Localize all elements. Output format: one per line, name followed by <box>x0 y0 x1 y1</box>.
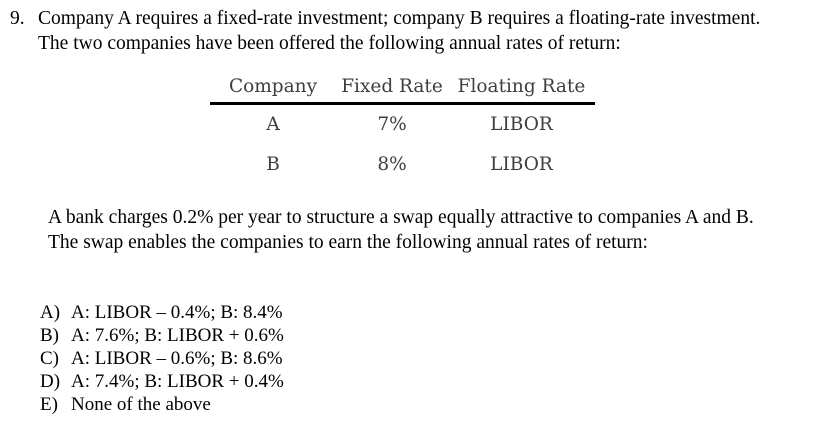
table-row-company-a: A 7% LIBOR <box>210 105 595 145</box>
answer-option-a: A) A: LIBOR – 0.4%; B: 8.4% <box>40 301 284 324</box>
rates-table-header-row: Company Fixed Rate Floating Rate <box>210 76 595 105</box>
swap-paragraph-line-1: A bank charges 0.2% per year to structur… <box>48 207 754 228</box>
option-letter-b: B) <box>40 325 59 346</box>
option-text-e: None of the above <box>71 394 211 415</box>
table-cell-company-b: B <box>266 154 280 175</box>
swap-paragraph: A bank charges 0.2% per year to structur… <box>48 205 754 255</box>
question-intro-line-1: Company A requires a fixed-rate investme… <box>38 8 761 29</box>
table-cell-company-a: A <box>266 114 280 135</box>
answer-option-d: D) A: 7.4%; B: LIBOR + 0.4% <box>40 370 284 393</box>
option-letter-a: A) <box>40 302 61 323</box>
table-cell-floating-a: LIBOR <box>490 114 553 135</box>
table-header-floating-rate: Floating Rate <box>457 76 586 97</box>
answer-options: A) A: LIBOR – 0.4%; B: 8.4% B) A: 7.6%; … <box>40 301 284 416</box>
answer-option-c: C) A: LIBOR – 0.6%; B: 8.6% <box>40 347 284 370</box>
question-intro-line-2: The two companies have been offered the … <box>38 33 621 54</box>
question-intro: Company A requires a fixed-rate investme… <box>38 6 760 56</box>
option-text-d: A: 7.4%; B: LIBOR + 0.4% <box>71 371 284 392</box>
option-letter-d: D) <box>40 371 61 392</box>
option-letter-c: C) <box>40 348 59 369</box>
table-header-company: Company <box>228 76 318 97</box>
rates-table: Company Fixed Rate Floating Rate A 7% LI… <box>210 76 595 185</box>
option-text-b: A: 7.6%; B: LIBOR + 0.6% <box>71 325 284 346</box>
swap-paragraph-line-2: The swap enables the companies to earn t… <box>48 232 648 253</box>
question-block: 9. Company A requires a fixed-rate inves… <box>10 6 760 56</box>
option-text-a: A: LIBOR – 0.4%; B: 8.4% <box>71 302 283 323</box>
question-number: 9. <box>10 8 25 29</box>
table-header-fixed-rate: Fixed Rate <box>341 76 443 97</box>
answer-option-b: B) A: 7.6%; B: LIBOR + 0.6% <box>40 324 284 347</box>
option-text-c: A: LIBOR – 0.6%; B: 8.6% <box>71 348 283 369</box>
table-row-company-b: B 8% LIBOR <box>210 145 595 185</box>
table-cell-fixed-a: 7% <box>377 114 407 135</box>
answer-option-e: E) None of the above <box>40 393 284 416</box>
table-cell-floating-b: LIBOR <box>490 154 553 175</box>
table-cell-fixed-b: 8% <box>377 154 407 175</box>
option-letter-e: E) <box>40 394 58 415</box>
